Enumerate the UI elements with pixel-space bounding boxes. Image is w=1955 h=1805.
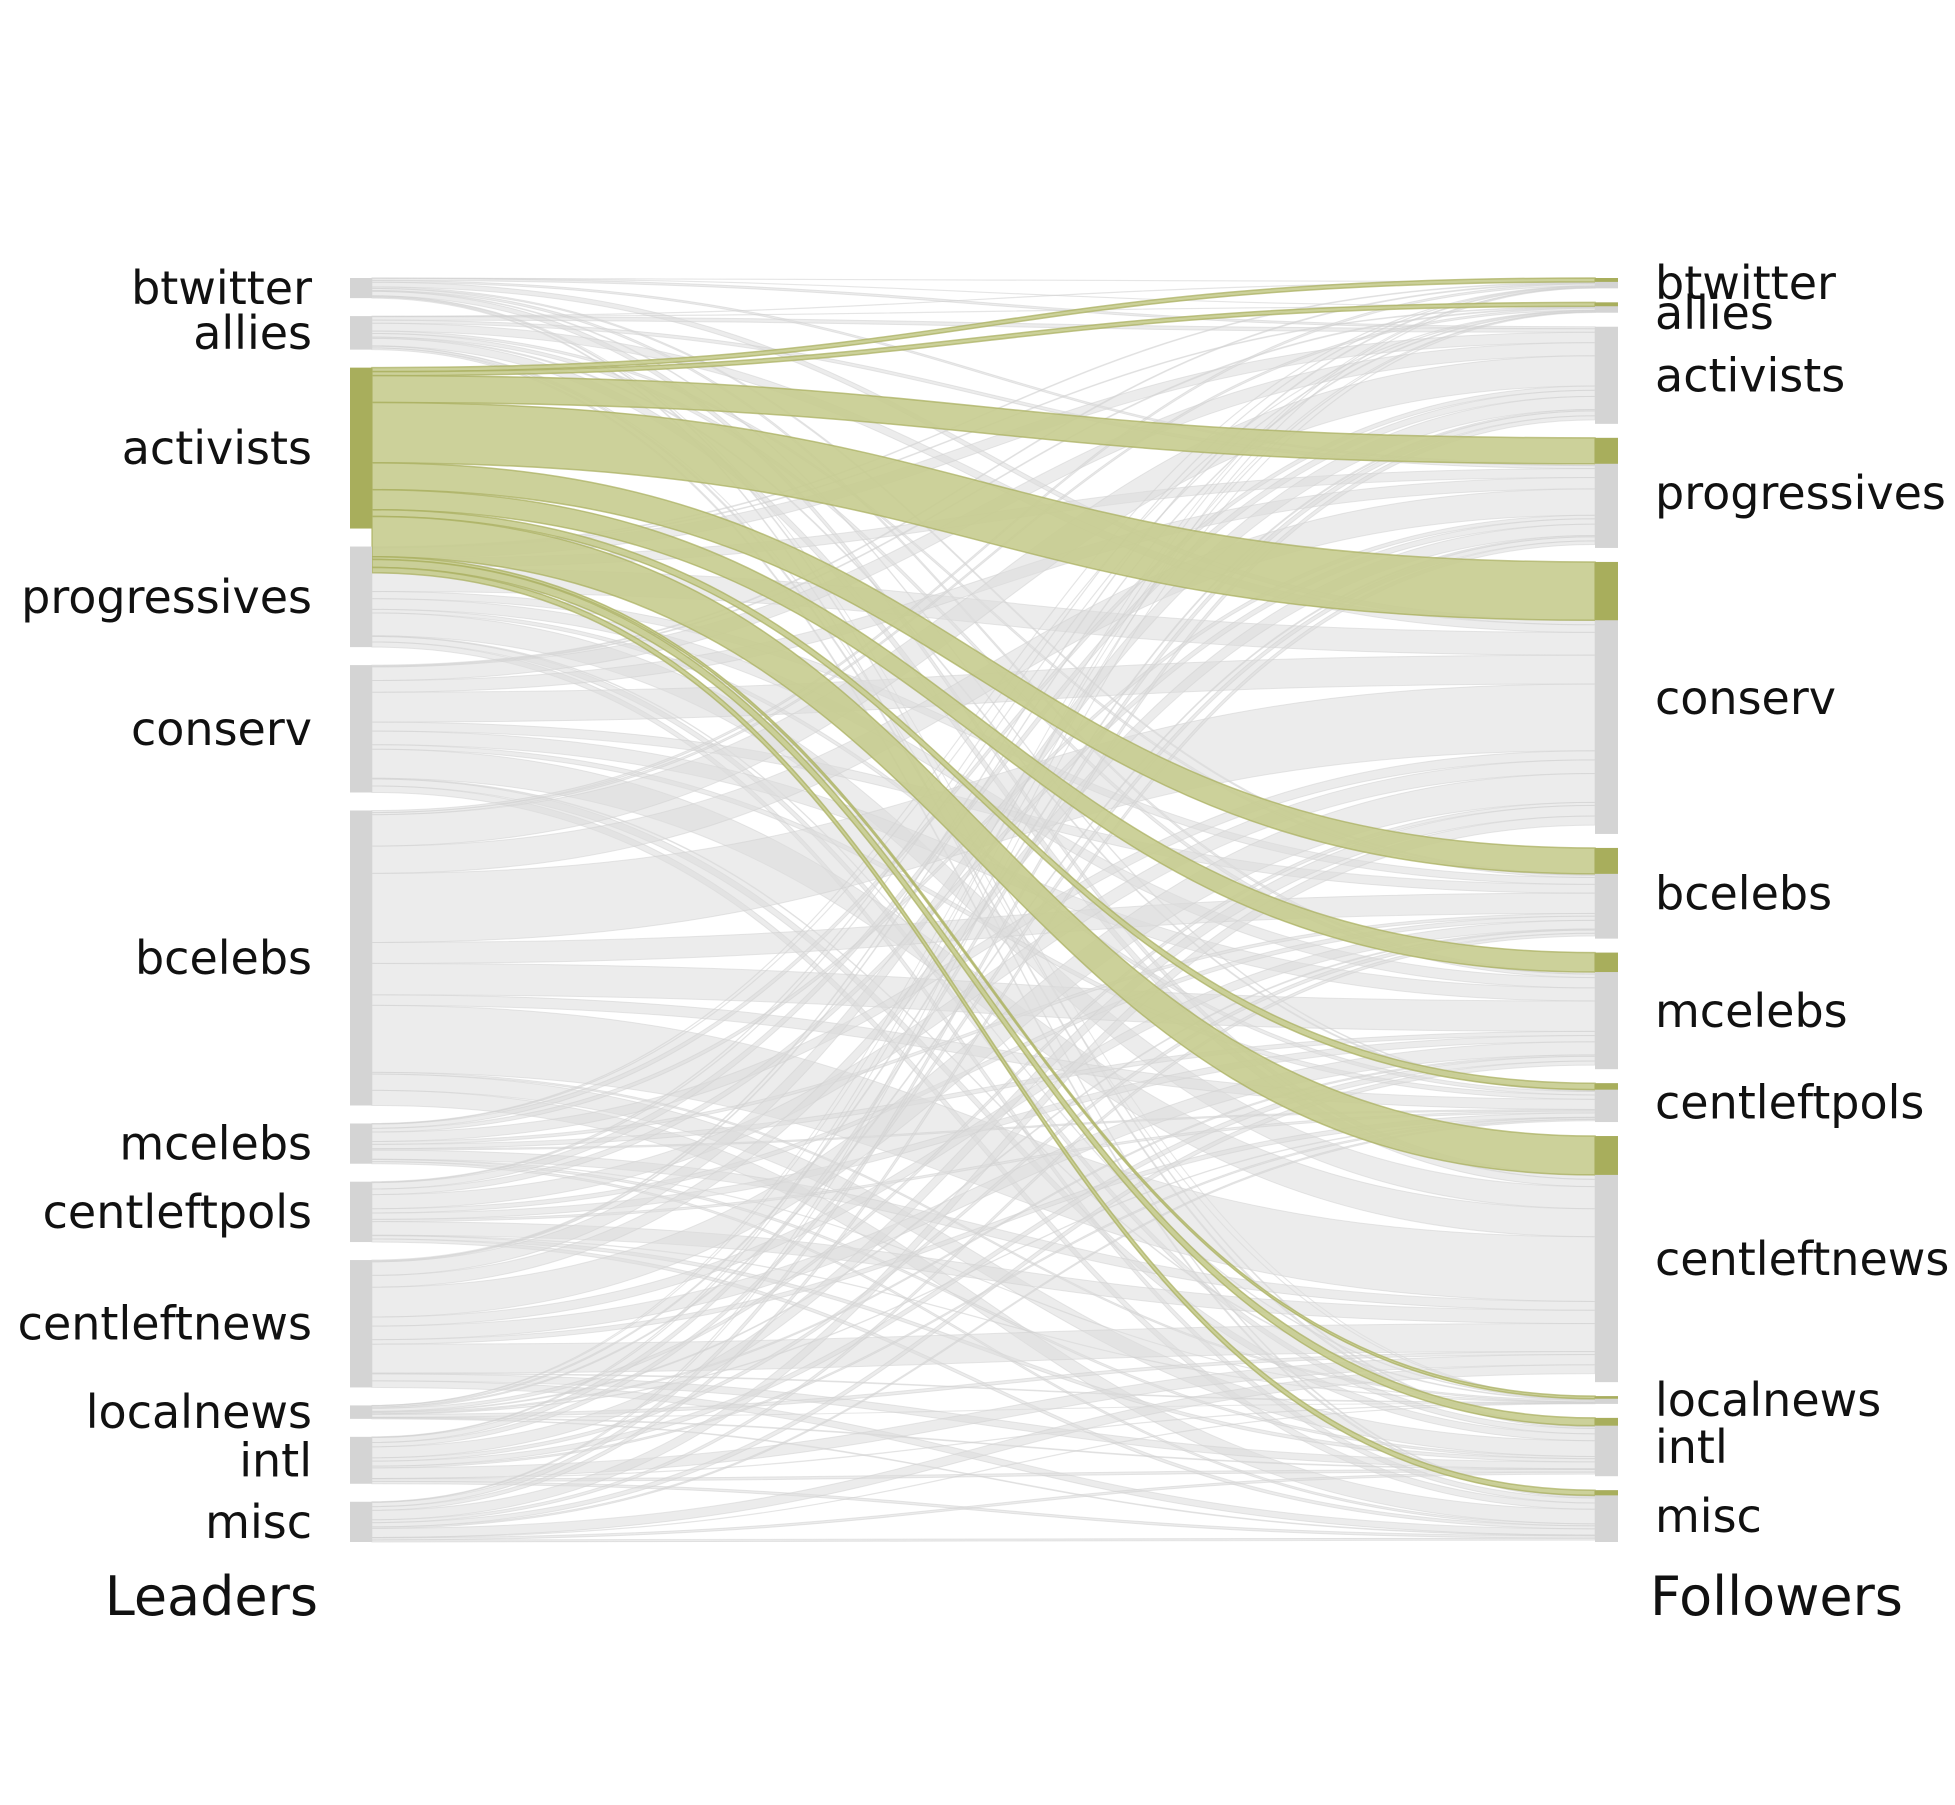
- right-node-highlight-mcelebs: [1595, 952, 1618, 973]
- right-label-localnews: localnews: [1655, 1373, 1881, 1427]
- left-node-activists: [350, 367, 372, 529]
- left-label-misc: misc: [205, 1495, 312, 1549]
- left-label-centleftpols: centleftpols: [43, 1185, 312, 1239]
- left-label-btwitter: btwitter: [131, 261, 312, 315]
- right-label-centleftpols: centleftpols: [1655, 1076, 1924, 1130]
- right-label-btwitter: btwitter: [1655, 256, 1836, 310]
- highlight-flows: [371, 277, 1596, 1497]
- right-node-highlight-allies: [1595, 302, 1618, 307]
- right-label-bcelebs: bcelebs: [1655, 866, 1832, 920]
- right-label-mcelebs: mcelebs: [1655, 984, 1848, 1038]
- left-node-centleftnews: [350, 1260, 372, 1388]
- right-label-centleftnews: centleftnews: [1655, 1232, 1949, 1286]
- right-label-progressives: progressives: [1655, 466, 1946, 520]
- right-node-highlight-bcelebs: [1595, 847, 1618, 874]
- right-node-btwitter: [1595, 278, 1618, 289]
- left-node-btwitter: [350, 278, 372, 299]
- left-node-bcelebs: [350, 810, 372, 1106]
- left-node-progressives: [350, 546, 372, 648]
- left-label-centleftnews: centleftnews: [18, 1297, 312, 1351]
- left-label-bcelebs: bcelebs: [135, 931, 312, 985]
- flow-misc-to-misc: [371, 1537, 1596, 1543]
- left-label-activists: activists: [122, 421, 312, 475]
- right-node-progressives: [1595, 437, 1618, 548]
- right-label-allies: allies: [1655, 286, 1774, 340]
- right-node-highlight-intl: [1595, 1417, 1618, 1426]
- right-node-highlight-centleftnews: [1595, 1136, 1618, 1175]
- right-node-allies: [1595, 302, 1618, 313]
- left-label-conserv: conserv: [131, 702, 312, 756]
- right-node-mcelebs: [1595, 952, 1618, 1070]
- node-labels: btwitteralliesactivistsprogressivesconse…: [18, 256, 1950, 1549]
- left-axis-title: Leaders: [105, 1565, 318, 1628]
- right-label-misc: misc: [1655, 1489, 1762, 1543]
- right-label-conserv: conserv: [1655, 671, 1836, 725]
- right-node-highlight-conserv: [1595, 561, 1618, 621]
- right-node-activists: [1595, 326, 1618, 424]
- right-node-highlight-btwitter: [1595, 278, 1618, 282]
- left-node-misc: [350, 1501, 372, 1542]
- left-node-centleftpols: [350, 1181, 372, 1243]
- right-label-intl: intl: [1655, 1420, 1728, 1474]
- left-label-progressives: progressives: [21, 570, 312, 624]
- left-label-allies: allies: [193, 306, 312, 360]
- left-node-intl: [350, 1436, 372, 1484]
- left-node-mcelebs: [350, 1123, 372, 1164]
- right-node-highlight-progressives: [1595, 437, 1618, 464]
- left-node-conserv: [350, 665, 372, 793]
- right-node-centleftnews: [1595, 1136, 1618, 1383]
- right-node-centleftpols: [1595, 1083, 1618, 1123]
- right-node-conserv: [1595, 561, 1618, 834]
- left-label-mcelebs: mcelebs: [119, 1117, 312, 1171]
- left-label-intl: intl: [239, 1433, 312, 1487]
- right-node-misc: [1595, 1490, 1618, 1542]
- right-node-localnews: [1595, 1396, 1618, 1404]
- left-node-localnews: [350, 1405, 372, 1419]
- node-bars: [350, 278, 1618, 1542]
- right-node-highlight-misc: [1595, 1490, 1618, 1496]
- left-node-allies: [350, 316, 372, 350]
- left-label-localnews: localnews: [86, 1385, 312, 1439]
- right-node-highlight-localnews: [1595, 1396, 1618, 1399]
- right-label-activists: activists: [1655, 348, 1845, 402]
- right-node-highlight-centleftpols: [1595, 1083, 1618, 1090]
- right-node-intl: [1595, 1417, 1618, 1477]
- right-axis-title: Followers: [1650, 1565, 1903, 1628]
